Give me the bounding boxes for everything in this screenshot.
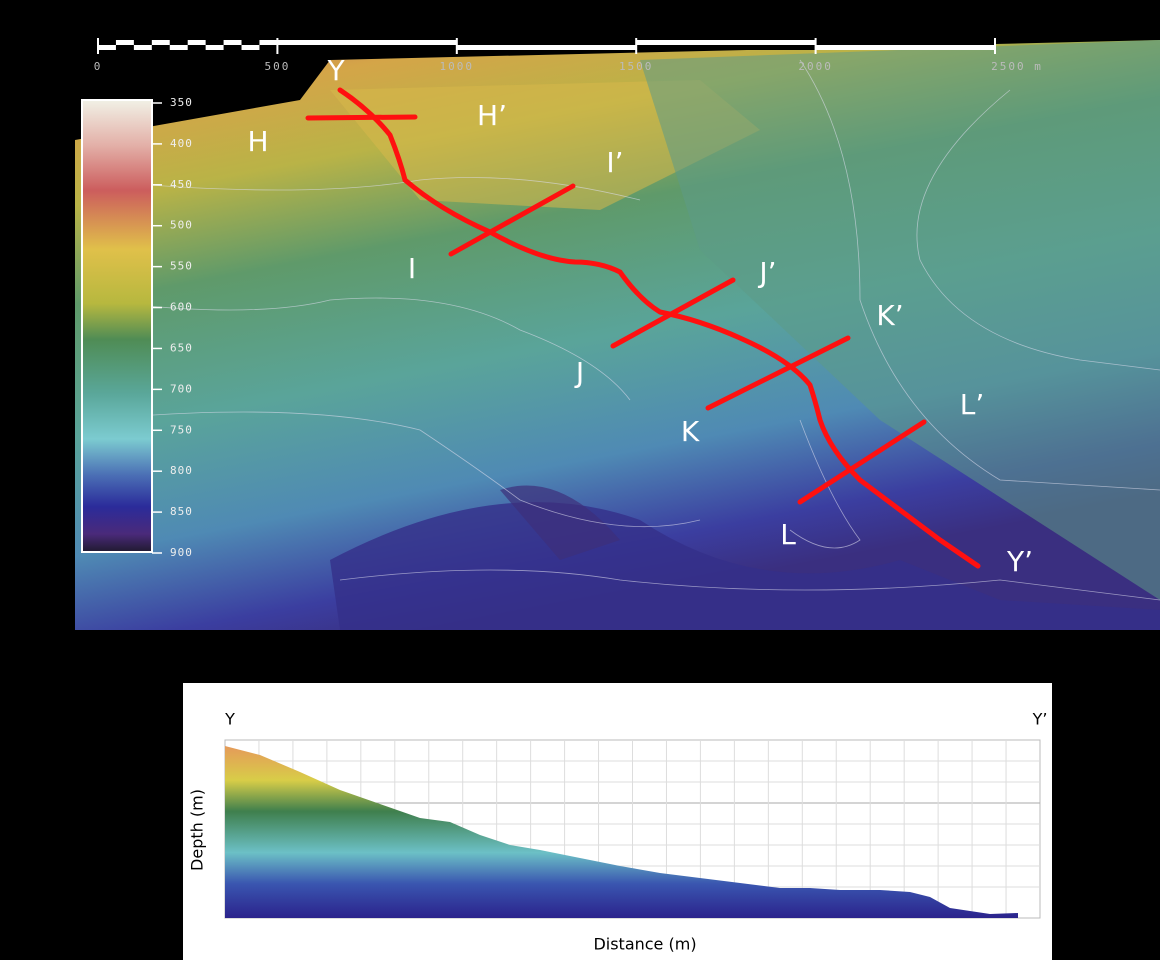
scale-bar-block bbox=[152, 45, 170, 50]
color-bar-label: 400 bbox=[170, 137, 193, 150]
section-end-label: L’ bbox=[960, 388, 985, 421]
color-bar-label: 500 bbox=[170, 219, 193, 232]
section-line bbox=[308, 117, 415, 118]
profile-end-label: Y’ bbox=[1032, 710, 1048, 729]
track-end-label: Y’ bbox=[1006, 545, 1033, 578]
section-end-label: I’ bbox=[606, 146, 623, 179]
color-bar-label: 550 bbox=[170, 260, 193, 273]
scale-bar-block bbox=[457, 40, 636, 45]
profile-start-label: Y bbox=[224, 710, 235, 729]
color-bar-label: 900 bbox=[170, 546, 193, 559]
color-bar-label: 850 bbox=[170, 505, 193, 518]
section-start-label: K bbox=[681, 415, 700, 448]
section-end-label: K’ bbox=[876, 299, 903, 332]
color-bar-label: 600 bbox=[170, 301, 193, 314]
color-bar-label: 750 bbox=[170, 423, 193, 436]
section-end-label: J’ bbox=[757, 256, 776, 289]
scale-bar-block bbox=[134, 40, 152, 45]
page: 0 500 1000 1500 2000 2500 m 350 400 450 500 550 60… bbox=[0, 0, 1160, 960]
scale-bar-label: 1000 bbox=[440, 60, 475, 73]
section-start-label: H bbox=[247, 125, 268, 158]
scale-bar-label: 2500 m bbox=[991, 60, 1043, 73]
scale-bar-block bbox=[224, 45, 242, 50]
scale-bar-block bbox=[259, 45, 277, 50]
color-bar-label: 350 bbox=[170, 96, 193, 109]
color-bar-ramp bbox=[82, 100, 152, 552]
y-axis-label: Depth (m) bbox=[188, 789, 207, 871]
scale-bar-block bbox=[170, 40, 188, 45]
scale-bar-block bbox=[206, 40, 224, 45]
section-start-label: I bbox=[408, 252, 416, 285]
section-end-label: H’ bbox=[477, 99, 507, 132]
bathymetry-map bbox=[75, 40, 1160, 630]
scale-bar-label: 500 bbox=[264, 60, 290, 73]
scale-bar-block bbox=[277, 45, 456, 50]
color-bar-label: 450 bbox=[170, 178, 193, 191]
scale-bar-block bbox=[242, 40, 260, 45]
scale-bar-block bbox=[116, 45, 134, 50]
track-start-label: Y bbox=[326, 54, 345, 87]
depth-profile: Y Y’ Depth (m) Distance (m) bbox=[183, 683, 1052, 960]
scale-bar-block bbox=[98, 40, 116, 45]
color-bar-label: 800 bbox=[170, 464, 193, 477]
x-axis-label: Distance (m) bbox=[593, 935, 696, 954]
section-start-label: J bbox=[574, 356, 584, 389]
figure: 0 500 1000 1500 2000 2500 m 350 400 450 500 550 60… bbox=[0, 0, 1160, 960]
color-bar-label: 650 bbox=[170, 341, 193, 354]
color-bar-label: 700 bbox=[170, 382, 193, 395]
scale-bar-block bbox=[636, 45, 815, 50]
scale-bar-block bbox=[816, 40, 995, 45]
scale-bar-label: 0 bbox=[94, 60, 103, 73]
scale-bar-block bbox=[188, 45, 206, 50]
scale-bar-label: 2000 bbox=[798, 60, 833, 73]
scale-bar-label: 1500 bbox=[619, 60, 654, 73]
section-start-label: L bbox=[780, 518, 796, 551]
